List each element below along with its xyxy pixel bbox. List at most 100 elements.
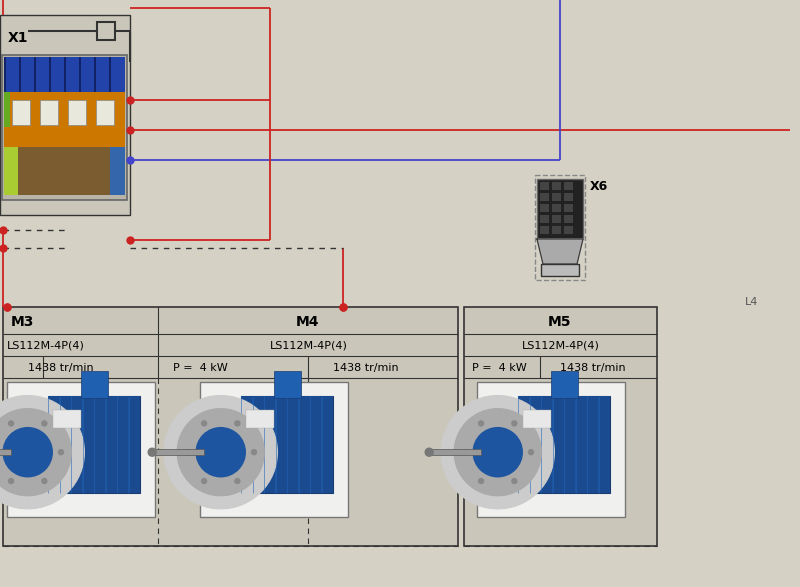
Circle shape (441, 396, 554, 509)
Circle shape (9, 478, 14, 484)
Bar (242, 396, 253, 492)
Bar (310, 396, 322, 492)
Bar (464, 307, 657, 546)
Bar (71, 396, 82, 492)
Circle shape (512, 478, 517, 484)
Circle shape (478, 478, 483, 484)
Text: M5: M5 (548, 315, 571, 329)
Bar (49, 396, 59, 492)
Circle shape (235, 478, 240, 484)
Circle shape (185, 450, 190, 455)
Bar (322, 396, 333, 492)
Circle shape (478, 421, 483, 426)
Bar (96, 100, 114, 125)
Bar (79, 57, 81, 92)
Bar (4, 147, 18, 195)
Bar (540, 226, 549, 234)
Text: LS112M-4P(4): LS112M-4P(4) (7, 341, 85, 351)
Circle shape (425, 448, 433, 456)
Bar (4, 92, 125, 147)
Circle shape (473, 428, 522, 477)
Bar (564, 396, 575, 492)
Bar (110, 147, 125, 195)
Bar (298, 396, 310, 492)
Bar (12, 100, 30, 125)
Bar (34, 57, 36, 92)
Bar (541, 264, 579, 276)
Bar (564, 193, 573, 201)
Bar (4, 57, 6, 92)
Text: 1438 tr/min: 1438 tr/min (560, 363, 626, 373)
Circle shape (148, 448, 156, 456)
Bar (576, 396, 586, 492)
Bar (550, 371, 578, 399)
Bar (274, 371, 301, 399)
Text: X1: X1 (8, 31, 29, 45)
Circle shape (58, 450, 63, 455)
Circle shape (454, 409, 541, 495)
Bar (276, 396, 287, 492)
Circle shape (235, 421, 240, 426)
Bar (106, 396, 117, 492)
Bar (287, 396, 298, 492)
Bar (19, 57, 21, 92)
Circle shape (42, 421, 47, 426)
Text: LS112M-4P(4): LS112M-4P(4) (270, 341, 348, 351)
Bar (0, 15, 130, 215)
Circle shape (251, 450, 257, 455)
Bar (81, 371, 108, 399)
Circle shape (529, 450, 534, 455)
Bar (109, 57, 111, 92)
Circle shape (462, 450, 467, 455)
Bar (53, 410, 81, 427)
Bar (129, 396, 140, 492)
Circle shape (164, 396, 278, 509)
Bar (0, 449, 10, 455)
Bar (94, 57, 96, 92)
Bar (587, 396, 598, 492)
Bar (49, 57, 51, 92)
Circle shape (9, 421, 14, 426)
Bar (2, 55, 127, 200)
Text: M4: M4 (296, 315, 319, 329)
Bar (242, 396, 333, 492)
Text: 1438 tr/min: 1438 tr/min (28, 363, 94, 373)
Bar (118, 396, 128, 492)
Bar (540, 204, 549, 212)
Bar (4, 147, 125, 195)
Circle shape (0, 409, 71, 495)
Bar (552, 193, 561, 201)
Text: P =  4 kW: P = 4 kW (173, 363, 228, 373)
Bar (253, 396, 264, 492)
Bar (542, 396, 552, 492)
Bar (564, 204, 573, 212)
Bar (200, 382, 348, 517)
Bar (564, 182, 573, 190)
Circle shape (42, 478, 47, 484)
Bar (552, 204, 561, 212)
Circle shape (196, 428, 246, 477)
Bar (477, 382, 625, 517)
Bar (553, 396, 564, 492)
Bar (518, 396, 530, 492)
Bar (7, 382, 155, 517)
Bar (429, 449, 481, 455)
Bar (64, 57, 66, 92)
Bar (535, 175, 585, 280)
Bar (537, 179, 583, 239)
Bar (152, 449, 204, 455)
Bar (60, 396, 71, 492)
Polygon shape (537, 239, 583, 264)
Bar (552, 182, 561, 190)
Bar (540, 193, 549, 201)
Bar (3, 307, 458, 546)
Bar (564, 215, 573, 223)
Bar (83, 396, 94, 492)
Bar (40, 100, 58, 125)
Bar (4, 57, 125, 92)
Bar (523, 410, 550, 427)
Bar (264, 396, 275, 492)
Bar (564, 226, 573, 234)
Bar (552, 215, 561, 223)
Circle shape (0, 396, 85, 509)
